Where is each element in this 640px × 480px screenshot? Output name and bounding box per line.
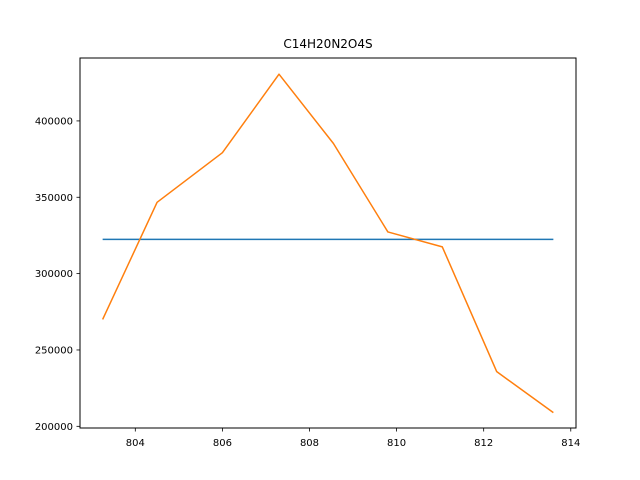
series-layer <box>101 73 554 414</box>
chart-title: C14H20N2O4S <box>283 37 372 51</box>
y-tick-label: 200000 <box>35 422 73 433</box>
y-tick-label: 350000 <box>35 193 73 204</box>
series-line-1 <box>101 73 554 414</box>
y-tick-label: 400000 <box>35 116 73 127</box>
plot-frame <box>79 57 577 429</box>
x-tick-label: 810 <box>387 438 406 449</box>
y-tick-label: 300000 <box>35 269 73 280</box>
x-tick-label: 814 <box>561 438 580 449</box>
x-tick-label: 804 <box>126 438 145 449</box>
y-tick-label: 250000 <box>35 345 73 356</box>
axis-layer: 804 806 808 810 812 814 200000 250000 300000 3500… <box>35 116 581 449</box>
x-tick-label: 812 <box>474 438 493 449</box>
x-tick-label: 808 <box>300 438 319 449</box>
x-tick-label: 806 <box>213 438 232 449</box>
